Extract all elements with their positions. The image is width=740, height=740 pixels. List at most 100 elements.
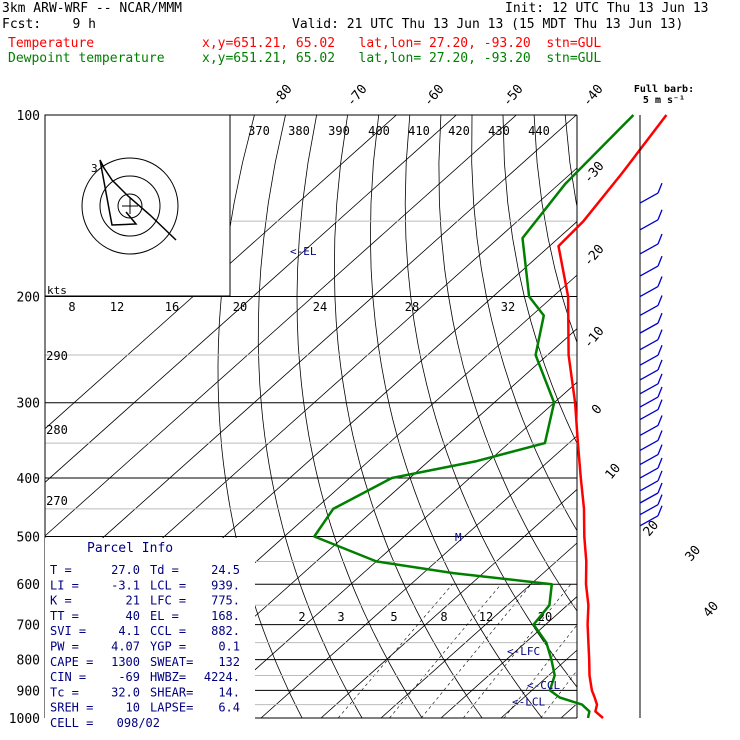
dewpoint-location: x,y=651.21, 65.02 lat,lon= 27.20, -93.20… — [202, 51, 602, 66]
parcel-info-key: Td = — [150, 563, 179, 577]
wind-barb-flag — [657, 209, 663, 221]
temperature-tick-label: -50 — [500, 82, 527, 110]
wind-barb — [639, 396, 659, 408]
dry-adiabat-line — [596, 115, 740, 718]
dry-adiabat-line — [721, 115, 740, 718]
theta-label: 370 — [248, 124, 270, 138]
parcel-info-key: SVI = — [50, 624, 86, 638]
temperature-tick-label: -80 — [269, 82, 296, 110]
parcel-info-value: 10 — [126, 701, 140, 715]
temperature-tick-label: -40 — [580, 82, 607, 110]
dewpoint-line — [313, 114, 635, 719]
wind-barb — [639, 409, 659, 421]
parcel-info-value: 24.5 — [211, 563, 240, 577]
temperature-location: x,y=651.21, 65.02 lat,lon= 27.20, -93.20… — [202, 36, 602, 51]
parcel-info-value: 1300 — [111, 655, 140, 669]
moist-adiabat-line — [650, 297, 740, 719]
temperature-tick-label: 0 — [589, 402, 606, 418]
wind-barb-flag — [657, 182, 663, 194]
mixing-ratio-line — [337, 584, 453, 718]
parcel-info-value: 21 — [126, 594, 140, 608]
mixing-ratio-label: 3 — [337, 610, 344, 624]
wind-barb — [639, 480, 659, 492]
init-time: Init: 12 UTC Thu 13 Jun 13 — [505, 1, 709, 16]
mixing-ratio-label: 12 — [479, 610, 493, 624]
moist-adiabat-line — [578, 297, 629, 719]
isotherm-line — [45, 115, 517, 537]
wind-barb — [639, 424, 659, 437]
temperature-tick-label: -60 — [421, 82, 448, 110]
hodograph-ring-label: 20 — [233, 300, 247, 314]
wind-barb — [639, 243, 659, 255]
parcel-info-value: -69 — [118, 670, 140, 684]
isotherm-line — [260, 435, 577, 718]
wind-barb — [639, 515, 659, 527]
barb-key-label: Full barb: — [634, 84, 694, 95]
parcel-info-value: 4.1 — [118, 624, 140, 638]
level-marker: <-EL — [290, 245, 317, 258]
parcel-info-value: 32.0 — [111, 685, 140, 699]
temperature-tick-label: -20 — [581, 242, 608, 270]
parcel-info-value: 098/02 — [117, 716, 160, 730]
hodograph-ring-label: 16 — [165, 300, 179, 314]
pressure-tick-label: 100 — [17, 109, 40, 124]
dry-adiabat-line — [627, 115, 740, 718]
mixing-ratio-label: 8 — [440, 610, 447, 624]
level-marker: <-LCL — [512, 696, 545, 709]
moist-adiabat-line — [674, 297, 740, 719]
wind-barb — [639, 304, 659, 317]
pressure-tick-label: 300 — [17, 397, 40, 412]
mixing-ratio-label: 2 — [298, 610, 305, 624]
pressure-tick-label: 1000 — [9, 712, 40, 727]
moist-adiabat-line — [602, 297, 683, 719]
parcel-info-value: 882. — [211, 624, 240, 638]
parcel-info-value: 0.1 — [218, 640, 240, 654]
hodograph-ring — [117, 193, 143, 219]
hodograph-ring-label: 8 — [68, 300, 75, 314]
pressure-tick-label: 400 — [17, 472, 40, 487]
wind-barb — [639, 322, 659, 334]
isotherm-line — [200, 381, 577, 718]
parcel-info-value: 40 — [126, 609, 140, 623]
parcel-info-title: Parcel Info — [87, 541, 173, 556]
theta-label: 410 — [408, 124, 430, 138]
isotherm-line — [45, 115, 577, 590]
pressure-tick-label: 600 — [17, 578, 40, 593]
parcel-info-key: LAPSE= — [150, 701, 193, 715]
level-marker: <-CCL — [527, 679, 560, 692]
wind-barb-flag — [657, 276, 663, 287]
wind-barb — [639, 285, 659, 298]
moist-adiabat-line — [626, 297, 740, 719]
wind-barbs — [639, 182, 663, 527]
moist-adiabat-line — [722, 297, 740, 719]
dry-adiabat-line — [690, 115, 740, 718]
parcel-info-value: 4.07 — [111, 640, 140, 654]
valid-time: Valid: 21 UTC Thu 13 Jun 13 (15 MDT Thu … — [292, 17, 684, 32]
hodograph-unit-label: kts — [47, 284, 67, 297]
hodograph-ring-label: 32 — [501, 300, 515, 314]
parcel-info-key: HWBZ= — [150, 670, 186, 684]
theta-label: 390 — [328, 124, 350, 138]
temperature-tick-label: -10 — [581, 324, 608, 352]
isotherm-line — [440, 596, 577, 718]
hodograph-ring-label: 28 — [405, 300, 419, 314]
temperature-tick-label: 10 — [603, 461, 625, 483]
parcel-marker: M — [455, 531, 462, 544]
hodograph-ring — [99, 175, 161, 237]
parcel-info-value: 14. — [218, 685, 240, 699]
wind-barb — [639, 383, 659, 395]
wind-barb-flag — [657, 312, 663, 324]
wind-barb-flag — [657, 457, 663, 469]
parcel-info-panel: Parcel Info T = 27.0 Td = 24.5 LI = -3.1 LCL = 9… — [45, 535, 255, 730]
temperature-tick-label: 40 — [701, 599, 723, 621]
theta-label: 400 — [368, 124, 390, 138]
wind-barb-flag — [657, 399, 663, 410]
parcel-info-value: 4224. — [204, 670, 240, 684]
temperature-legend: Temperature — [8, 36, 95, 51]
dry-adiabat-line — [564, 115, 577, 209]
hodograph-panel: 3 kts — [44, 114, 231, 297]
wind-barb — [639, 504, 659, 516]
temperature-tick-label: 20 — [641, 518, 663, 540]
theta-label: 440 — [528, 124, 550, 138]
isotherm-line — [681, 115, 740, 718]
